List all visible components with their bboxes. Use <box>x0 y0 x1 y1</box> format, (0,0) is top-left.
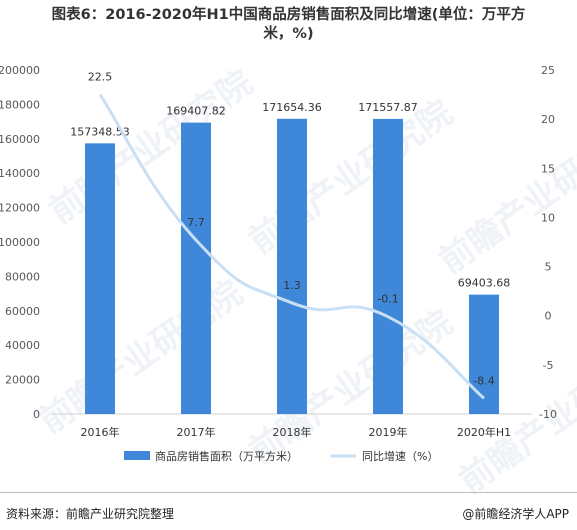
bar-value-label: 171557.87 <box>358 101 418 114</box>
line-value-label: 1.3 <box>283 279 301 292</box>
x-tick-label: 2018年 <box>273 425 312 439</box>
bar-value-label: 69403.68 <box>458 277 511 290</box>
legend-line-label: 同比增速（%） <box>362 449 438 463</box>
y-right-tick-label: -10 <box>539 408 557 421</box>
bar <box>277 119 307 414</box>
line-value-label: 7.7 <box>187 216 205 229</box>
bar <box>373 119 403 414</box>
y-left-tick-label: 100000 <box>0 236 40 249</box>
line-value-label: -8.4 <box>473 374 494 387</box>
bar-value-label: 169407.82 <box>166 105 226 118</box>
legend-bar-label: 商品房销售面积（万平方米） <box>155 449 298 463</box>
legend-bar-swatch <box>124 451 150 460</box>
y-left-tick-label: 120000 <box>0 202 40 215</box>
y-left-tick-label: 40000 <box>5 339 40 352</box>
line-value-label: 22.5 <box>88 71 113 84</box>
y-left-tick-label: 80000 <box>5 270 40 283</box>
source-text: 资料来源：前瞻产业研究院整理 <box>6 505 174 522</box>
y-left-tick-label: 20000 <box>5 374 40 387</box>
combo-chart: 0 20000 40000 60000 80000 100000 120000 140000 1… <box>0 0 577 492</box>
x-tick-label: 2017年 <box>177 425 216 439</box>
x-tick-label: 2020年H1 <box>457 425 511 439</box>
footer: 资料来源：前瞻产业研究院整理 @前瞻经济学人APP <box>0 492 577 530</box>
y-right-tick-label: 5 <box>545 261 552 274</box>
x-tick-label: 2016年 <box>81 425 120 439</box>
y-right-tick-label: 0 <box>545 310 552 323</box>
bar-value-label: 171654.36 <box>262 101 322 114</box>
y-left-tick-label: 0 <box>33 408 40 421</box>
y-right-tick-label: 10 <box>541 211 555 224</box>
line-value-label: -0.1 <box>377 293 398 306</box>
y-left-tick-label: 160000 <box>0 133 40 146</box>
y-left-tick-label: 200000 <box>0 64 40 77</box>
bar <box>181 123 211 414</box>
y-left-tick-label: 140000 <box>0 167 40 180</box>
bar <box>85 143 115 414</box>
bar <box>469 295 499 414</box>
brand-text: @前瞻经济学人APP <box>462 505 569 522</box>
y-left-tick-label: 180000 <box>0 98 40 111</box>
y-right-tick-label: 25 <box>541 64 555 77</box>
y-right-tick-label: 15 <box>541 162 555 175</box>
y-right-tick-label: -5 <box>543 359 554 372</box>
y-left-tick-label: 60000 <box>5 305 40 318</box>
y-right-tick-label: 20 <box>541 113 555 126</box>
x-tick-label: 2019年 <box>369 425 408 439</box>
